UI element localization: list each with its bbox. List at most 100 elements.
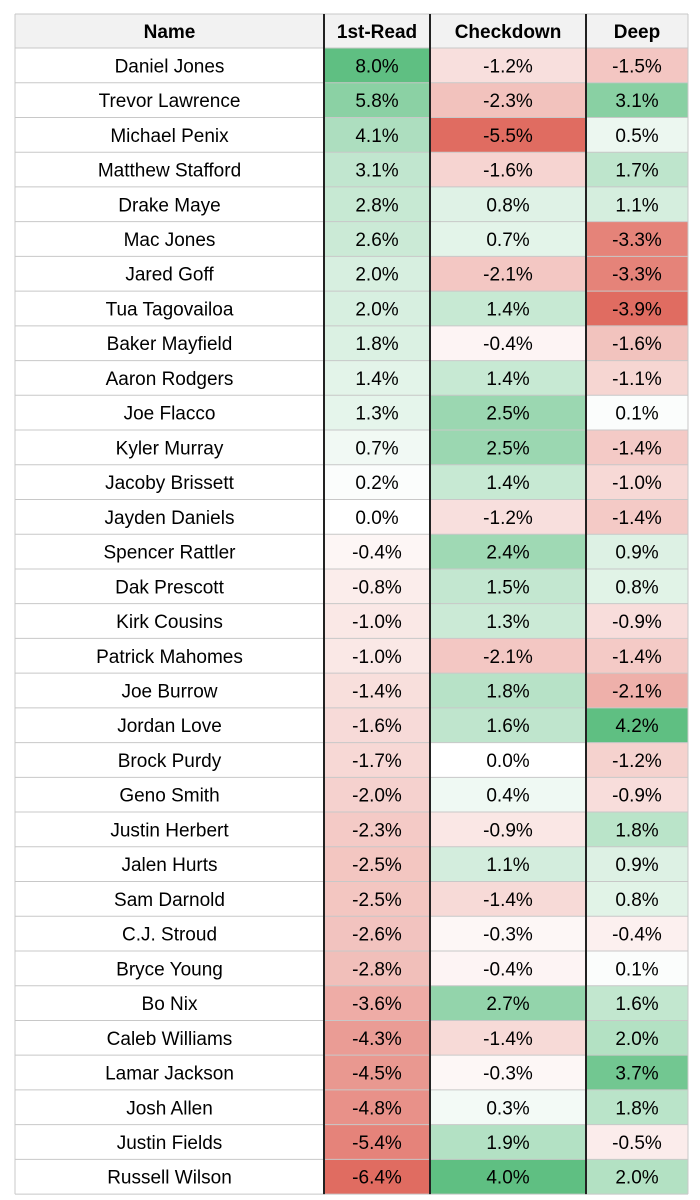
row-name: Jacoby Brissett <box>105 473 235 494</box>
row-name: Aaron Rodgers <box>106 369 234 390</box>
value-checkdown: 2.7% <box>486 994 529 1015</box>
cell-checkdown <box>430 985 586 1021</box>
value-deep: -1.2% <box>612 751 662 772</box>
cell-checkdown <box>430 1089 586 1125</box>
value-checkdown: 1.9% <box>486 1133 529 1154</box>
cell-checkdown <box>430 221 586 257</box>
value-checkdown: 1.4% <box>486 299 529 320</box>
value-deep: 1.1% <box>615 195 658 216</box>
value-checkdown: 1.5% <box>486 577 529 598</box>
cell-1st-read <box>324 464 430 500</box>
cell-1st-read <box>324 568 430 604</box>
value-1st-read: 2.0% <box>355 299 398 320</box>
row-name: Drake Maye <box>118 195 220 216</box>
cell-checkdown <box>430 1020 586 1056</box>
value-1st-read: -4.3% <box>352 1029 402 1050</box>
cell-1st-read <box>324 430 430 465</box>
cell-1st-read <box>324 1124 430 1160</box>
cell-1st-read <box>324 1055 430 1090</box>
value-1st-read: 0.0% <box>355 508 398 529</box>
cell-checkdown <box>430 881 586 917</box>
row-name: Patrick Mahomes <box>96 647 243 668</box>
cell-deep <box>586 534 688 569</box>
value-checkdown: -2.1% <box>483 265 533 286</box>
cell-deep <box>586 673 688 708</box>
cell-1st-read <box>324 812 430 847</box>
table-grid <box>14 13 689 1195</box>
table-cells <box>15 14 688 1195</box>
value-deep: 0.9% <box>615 543 658 564</box>
value-deep: -0.9% <box>612 612 662 633</box>
value-checkdown: 0.7% <box>486 230 529 251</box>
cell-checkdown <box>430 256 586 292</box>
value-checkdown: -0.4% <box>483 334 533 355</box>
value-deep: -1.4% <box>612 647 662 668</box>
value-checkdown: 0.4% <box>486 786 529 807</box>
value-checkdown: -1.6% <box>483 161 533 182</box>
cell-deep <box>586 221 688 257</box>
row-name: Geno Smith <box>119 786 219 807</box>
cell-deep <box>586 152 688 187</box>
cell-1st-read <box>324 1089 430 1125</box>
value-checkdown: -5.5% <box>483 126 533 147</box>
cell-1st-read <box>324 846 430 882</box>
cell-1st-read <box>324 1159 430 1195</box>
cell-checkdown <box>430 950 586 986</box>
value-1st-read: 2.8% <box>355 195 398 216</box>
row-name: Jalen Hurts <box>121 855 217 876</box>
value-1st-read: 4.1% <box>355 126 398 147</box>
cell-checkdown <box>430 534 586 569</box>
value-1st-read: -1.0% <box>352 612 402 633</box>
cell-1st-read <box>324 916 430 951</box>
value-checkdown: 0.0% <box>486 751 529 772</box>
value-checkdown: 2.5% <box>486 404 529 425</box>
cell-1st-read <box>324 742 430 778</box>
value-checkdown: 2.5% <box>486 438 529 459</box>
value-deep: 3.1% <box>615 91 658 112</box>
value-1st-read: -6.4% <box>352 1168 402 1189</box>
cell-deep <box>586 291 688 326</box>
cell-checkdown <box>430 117 586 153</box>
cell-deep <box>586 812 688 847</box>
cell-checkdown <box>430 464 586 500</box>
row-name: Jared Goff <box>125 265 214 286</box>
cell-deep <box>586 325 688 361</box>
header-1st-read: 1st-Read <box>337 22 417 43</box>
value-1st-read: -3.6% <box>352 994 402 1015</box>
cell-deep <box>586 1159 688 1195</box>
value-1st-read: -2.8% <box>352 959 402 980</box>
cell-deep <box>586 950 688 986</box>
value-deep: -3.3% <box>612 265 662 286</box>
value-1st-read: -4.5% <box>352 1064 402 1085</box>
row-name: Michael Penix <box>110 126 229 147</box>
cell-deep <box>586 499 688 535</box>
cell-1st-read <box>324 673 430 708</box>
cell-deep <box>586 985 688 1021</box>
value-checkdown: -0.3% <box>483 925 533 946</box>
cell-deep <box>586 82 688 118</box>
value-1st-read: -4.8% <box>352 1098 402 1119</box>
value-checkdown: 0.3% <box>486 1098 529 1119</box>
cell-deep <box>586 117 688 153</box>
value-checkdown: -2.3% <box>483 91 533 112</box>
cell-checkdown <box>430 325 586 361</box>
cell-checkdown <box>430 638 586 674</box>
cell-1st-read <box>324 221 430 257</box>
cell-1st-read <box>324 395 430 431</box>
cell-1st-read <box>324 48 430 83</box>
cell-deep <box>586 916 688 951</box>
cell-checkdown <box>430 603 586 639</box>
value-deep: -1.0% <box>612 473 662 494</box>
header-deep: Deep <box>614 22 660 43</box>
header-row <box>15 14 688 48</box>
cell-checkdown <box>430 1124 586 1160</box>
value-1st-read: -2.3% <box>352 820 402 841</box>
value-deep: -1.5% <box>612 56 662 77</box>
cell-checkdown <box>430 742 586 778</box>
value-deep: -1.4% <box>612 508 662 529</box>
value-checkdown: 1.4% <box>486 369 529 390</box>
row-name: Joe Flacco <box>124 404 216 425</box>
value-checkdown: -1.2% <box>483 56 533 77</box>
value-deep: -1.1% <box>612 369 662 390</box>
cell-checkdown <box>430 568 586 604</box>
